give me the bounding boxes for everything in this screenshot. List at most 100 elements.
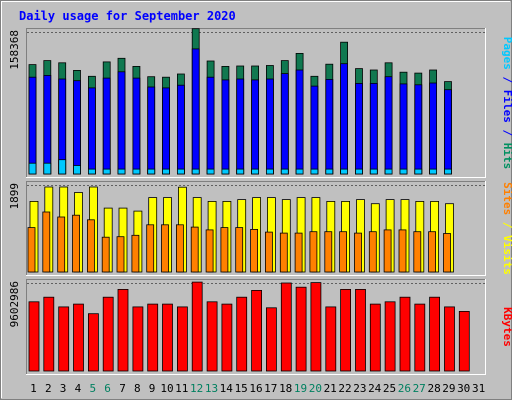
bar-sites-day-13	[205, 229, 214, 273]
bar-sites-day-15	[235, 227, 244, 273]
bar-sites-day-16	[250, 228, 259, 273]
panel-series-label: KBytes	[501, 307, 512, 347]
bar-kbytes-day-12	[191, 281, 203, 372]
bar-sites-day-12	[190, 226, 199, 273]
bar-kbytes-day-15	[236, 296, 248, 372]
bar-files-day-12	[191, 48, 200, 175]
bar-sites-day-19	[294, 232, 303, 273]
bar-sites-day-9	[146, 224, 155, 273]
x-tick-label-day-8: 8	[134, 382, 141, 395]
bar-sites-day-20	[309, 231, 318, 273]
x-tick-label-day-13: 13	[205, 382, 218, 395]
x-tick-label-day-4: 4	[75, 382, 82, 395]
x-tick-label-day-25: 25	[383, 382, 396, 395]
bar-files-day-16	[251, 79, 260, 175]
x-tick-label-day-2: 2	[45, 382, 52, 395]
bar-kbytes-day-3	[58, 306, 70, 372]
bar-sites-day-4	[72, 214, 80, 273]
bar-kbytes-day-2	[43, 296, 55, 372]
bar-kbytes-day-5	[88, 313, 99, 372]
bar-pages-day-12	[191, 168, 200, 175]
bar-files-day-20	[310, 85, 319, 175]
bar-sites-day-25	[383, 229, 392, 273]
series-label-part-4: /	[501, 123, 512, 143]
bar-kbytes-day-7	[117, 288, 129, 372]
bar-sites-day-28	[428, 231, 437, 273]
x-tick-label-day-5: 5	[89, 382, 96, 395]
x-tick-label-day-14: 14	[220, 382, 234, 395]
bar-pages-day-11	[176, 168, 185, 175]
bar-sites-day-17	[264, 231, 273, 273]
bar-kbytes-day-13	[206, 301, 218, 372]
chart-panel-1: 158368 Pages / Files / Hits	[8, 28, 512, 178]
bar-pages-day-5	[88, 168, 96, 175]
series-label-part-1: Pages	[501, 37, 512, 70]
bar-pages-day-29	[444, 168, 452, 175]
bar-pages-day-14	[221, 168, 230, 175]
bar-files-day-2	[43, 75, 52, 175]
x-tick-label-day-6: 6	[104, 382, 111, 395]
bar-sites-day-21	[324, 231, 333, 273]
bar-files-day-10	[162, 87, 170, 175]
bar-kbytes-day-17	[265, 307, 277, 372]
x-tick-label-day-12: 12	[190, 382, 203, 395]
bar-kbytes-day-30	[458, 310, 470, 372]
bar-kbytes-day-25	[384, 301, 396, 372]
bar-sites-day-6	[101, 236, 110, 273]
bar-kbytes-day-18	[280, 282, 292, 372]
bar-files-day-9	[147, 86, 156, 175]
bar-pages-day-4	[73, 165, 81, 175]
bar-kbytes-day-23	[355, 288, 366, 372]
bar-kbytes-day-26	[399, 296, 411, 372]
bar-kbytes-day-1	[28, 301, 40, 372]
bar-files-day-23	[355, 83, 363, 175]
bar-files-day-24	[369, 83, 378, 175]
panel-series-label: Sites / Visits	[501, 182, 512, 275]
bar-sites-day-22	[339, 231, 348, 273]
bar-files-day-26	[399, 83, 408, 175]
bar-pages-day-23	[355, 168, 363, 175]
x-tick-label-day-11: 11	[175, 382, 188, 395]
bar-pages-day-16	[251, 168, 260, 175]
bar-files-day-5	[88, 87, 96, 175]
bar-kbytes-day-8	[132, 306, 144, 372]
chart-panel-3: 9602986 KBytes	[8, 279, 512, 375]
bar-sites-day-29	[443, 233, 451, 273]
bar-pages-day-7	[117, 168, 126, 175]
bar-kbytes-day-11	[176, 306, 188, 372]
bar-kbytes-day-14	[221, 303, 233, 372]
x-tick-label-day-1: 1	[30, 382, 37, 395]
bar-pages-day-2	[43, 162, 52, 175]
x-tick-label-day-20: 20	[309, 382, 322, 395]
bar-pages-day-8	[132, 168, 141, 175]
bar-files-day-25	[384, 76, 393, 175]
bar-pages-day-27	[414, 168, 423, 175]
bar-kbytes-day-20	[310, 282, 322, 372]
x-tick-label-day-9: 9	[149, 382, 156, 395]
bar-pages-day-13	[206, 168, 215, 175]
bar-sites-day-24	[368, 231, 377, 273]
bar-files-day-21	[325, 79, 334, 175]
bar-pages-day-3	[58, 159, 67, 175]
bar-sites-day-10	[161, 224, 169, 273]
x-tick-label-day-31: 31	[472, 382, 485, 395]
bar-files-day-13	[206, 76, 215, 175]
x-tick-label-day-29: 29	[442, 382, 455, 395]
bar-pages-day-26	[399, 168, 408, 175]
bar-sites-day-27	[413, 231, 422, 273]
bar-sites-day-11	[175, 224, 184, 273]
x-axis-labels: 1 2 3 4 5 6 7 8 9 10 11 12 13 14 15 16 17 18 19 20 21 22 23 24 2…	[30, 382, 485, 395]
bar-kbytes-day-24	[369, 303, 381, 372]
panel-max-label: 1899	[8, 183, 21, 210]
bar-kbytes-day-9	[147, 303, 159, 372]
bar-files-day-22	[340, 63, 349, 175]
bar-sites-day-1	[27, 227, 36, 273]
bar-files-day-27	[414, 84, 423, 175]
series-label-part-1: Sites	[501, 182, 512, 215]
bar-sites-day-26	[398, 229, 407, 273]
x-tick-label-day-28: 28	[427, 382, 440, 395]
chart-title: Daily usage for September 2020	[19, 9, 236, 23]
bar-files-day-8	[132, 77, 141, 175]
series-label-part-3: Files	[501, 90, 512, 123]
bar-kbytes-day-22	[340, 288, 352, 372]
